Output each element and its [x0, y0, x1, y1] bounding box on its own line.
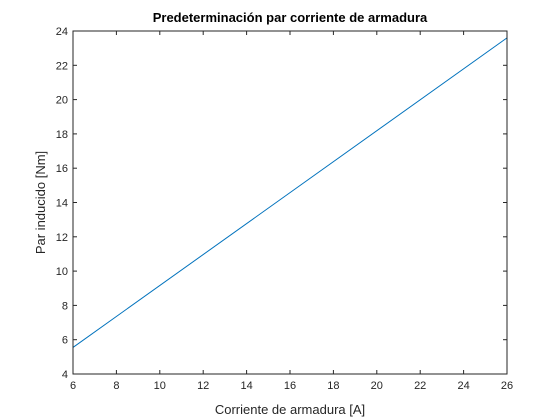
- y-tick-label: 8: [62, 300, 68, 312]
- chart-title: Predeterminación par corriente de armadu…: [153, 10, 428, 25]
- series-layer: [72, 37, 508, 348]
- y-tick-label: 20: [56, 95, 68, 107]
- y-tick-label: 4: [62, 369, 68, 381]
- y-tick-label: 10: [56, 266, 68, 278]
- x-tick-label: 26: [501, 380, 513, 392]
- x-tick-label: 22: [414, 380, 426, 392]
- y-axis: 4 6 8 10 12 14 16 18 20 22 24: [56, 26, 507, 381]
- x-axis-label: Corriente de armadura [A]: [215, 402, 365, 417]
- x-tick-label: 20: [371, 380, 383, 392]
- y-axis-label: Par inducido [Nm]: [33, 151, 48, 254]
- x-axis: 6 8 10 12 14 16 18 20 22 24 26: [70, 31, 513, 392]
- x-tick-label: 6: [70, 380, 76, 392]
- y-tick-label: 24: [56, 26, 68, 38]
- x-tick-label: 18: [327, 380, 339, 392]
- y-tick-label: 22: [56, 60, 68, 72]
- x-tick-label: 8: [113, 380, 119, 392]
- plot-area: [73, 31, 507, 374]
- y-tick-label: 6: [62, 335, 68, 347]
- x-tick-label: 24: [457, 380, 469, 392]
- x-tick-label: 10: [154, 380, 166, 392]
- series-line: [72, 37, 508, 348]
- y-tick-label: 16: [56, 163, 68, 175]
- x-tick-label: 14: [240, 380, 252, 392]
- y-tick-label: 18: [56, 129, 68, 141]
- x-tick-label: 16: [284, 380, 296, 392]
- y-tick-label: 14: [56, 198, 68, 210]
- x-tick-label: 12: [197, 380, 209, 392]
- y-tick-label: 12: [56, 232, 68, 244]
